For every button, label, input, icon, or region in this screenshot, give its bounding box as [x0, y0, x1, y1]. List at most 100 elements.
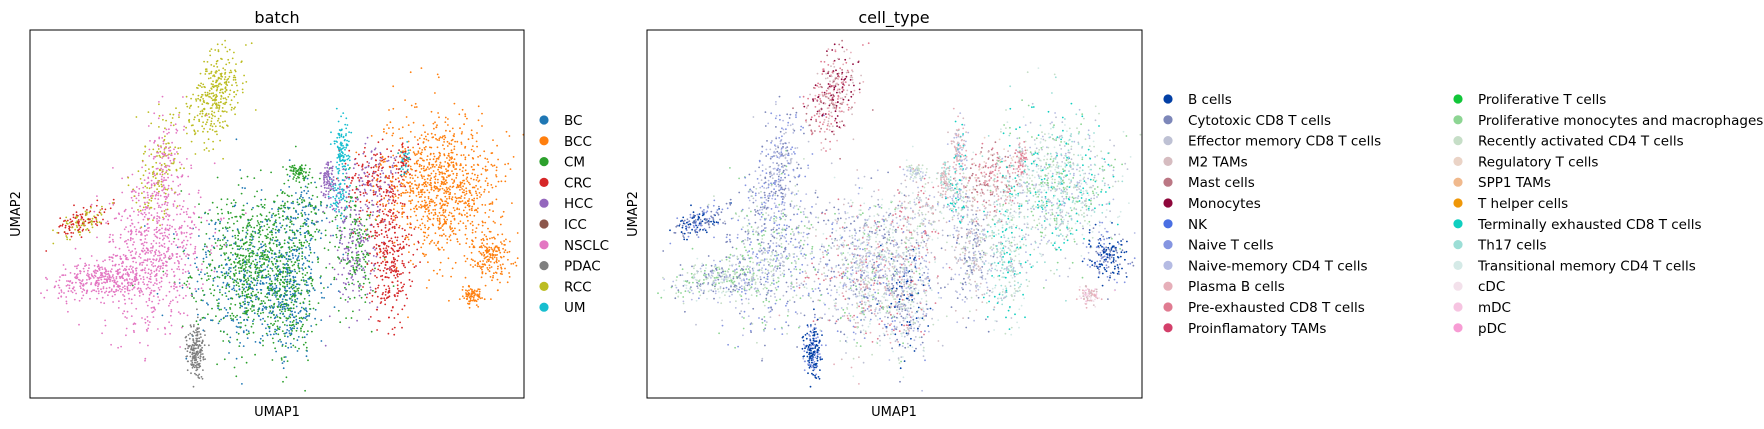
scatter-point — [100, 301, 102, 304]
scatter-point — [196, 114, 199, 117]
scatter-point — [196, 87, 199, 89]
scatter-point — [187, 270, 190, 273]
scatter-point — [292, 284, 295, 287]
scatter-point — [127, 184, 130, 187]
scatter-point — [247, 293, 250, 296]
scatter-point — [101, 296, 104, 299]
scatter-point — [158, 217, 161, 219]
scatter-point — [268, 251, 271, 254]
scatter-point — [170, 174, 173, 177]
scatter-point — [357, 224, 360, 227]
scatter-point — [148, 172, 151, 175]
scatter-point — [379, 203, 382, 206]
scatter-point — [285, 267, 288, 269]
scatter-point — [296, 201, 299, 204]
scatter-point — [215, 93, 218, 96]
scatter-point — [166, 196, 168, 199]
scatter-point — [368, 180, 371, 183]
scatter-point — [296, 259, 299, 262]
scatter-point — [218, 108, 221, 110]
scatter-point — [250, 42, 253, 45]
scatter-point — [223, 307, 226, 309]
scatter-point — [309, 205, 312, 208]
scatter-point — [270, 287, 272, 290]
scatter-point — [359, 283, 361, 285]
scatter-point — [275, 225, 278, 228]
scatter-point — [190, 167, 193, 170]
scatter-point — [238, 248, 241, 251]
scatter-point — [146, 182, 149, 185]
scatter-point — [392, 192, 394, 195]
scatter-point — [350, 317, 353, 319]
scatter-point — [132, 266, 134, 268]
scatter-point — [159, 206, 162, 209]
scatter-point — [301, 255, 303, 257]
scatter-point — [154, 265, 157, 267]
scatter-point — [477, 105, 480, 108]
scatter-point — [214, 228, 217, 230]
scatter-point — [301, 209, 304, 212]
scatter-point — [288, 207, 291, 209]
scatter-point — [379, 176, 382, 179]
scatter-point — [108, 236, 111, 239]
scatter-point — [66, 284, 69, 286]
scatter-point — [195, 290, 198, 293]
scatter-point — [392, 270, 395, 273]
scatter-point — [249, 247, 251, 250]
scatter-point — [268, 287, 270, 290]
scatter-point — [339, 321, 342, 324]
scatter-point — [144, 208, 147, 211]
scatter-point — [285, 317, 288, 319]
scatter-point — [277, 298, 280, 301]
scatter-point — [386, 251, 389, 254]
scatter-point — [412, 187, 414, 190]
scatter-point — [333, 306, 336, 308]
scatter-point — [382, 255, 385, 257]
scatter-point — [185, 243, 188, 246]
scatter-point — [135, 186, 138, 188]
scatter-point — [180, 190, 183, 192]
scatter-point — [364, 155, 367, 158]
scatter-point — [99, 274, 102, 277]
scatter-point — [438, 219, 441, 221]
scatter-point — [175, 168, 178, 171]
scatter-point — [271, 249, 274, 252]
scatter-point — [372, 255, 375, 257]
scatter-point — [300, 327, 302, 330]
scatter-point — [448, 235, 451, 238]
scatter-point — [192, 93, 195, 96]
scatter-point — [152, 171, 154, 174]
scatter-point — [239, 169, 242, 171]
scatter-point — [238, 288, 241, 290]
scatter-point — [238, 295, 241, 298]
scatter-point — [167, 168, 170, 171]
scatter-point — [275, 296, 277, 298]
scatter-point — [361, 224, 363, 227]
scatter-point — [417, 200, 420, 203]
scatter-point — [152, 157, 155, 160]
scatter-point — [242, 254, 245, 257]
scatter-point — [243, 213, 245, 216]
scatter-point — [269, 289, 271, 292]
scatter-point — [291, 229, 294, 232]
scatter-point — [249, 244, 252, 246]
scatter-point — [289, 229, 291, 232]
scatter-point — [271, 262, 274, 265]
scatter-point — [173, 262, 176, 264]
scatter-point — [247, 277, 249, 280]
scatter-point — [167, 229, 170, 232]
scatter-point — [289, 309, 291, 312]
scatter-point — [277, 327, 279, 329]
scatter-point — [242, 345, 245, 347]
scatter-point — [271, 214, 273, 217]
scatter-point — [154, 197, 157, 200]
scatter-point — [241, 213, 244, 216]
scatter-point — [385, 247, 388, 250]
scatter-point — [249, 241, 252, 244]
scatter-point — [315, 186, 318, 189]
scatter-point — [59, 217, 62, 220]
scatter-point — [221, 107, 224, 109]
scatter-point — [88, 278, 91, 281]
scatter-point — [452, 207, 455, 209]
scatter-point — [351, 240, 353, 243]
